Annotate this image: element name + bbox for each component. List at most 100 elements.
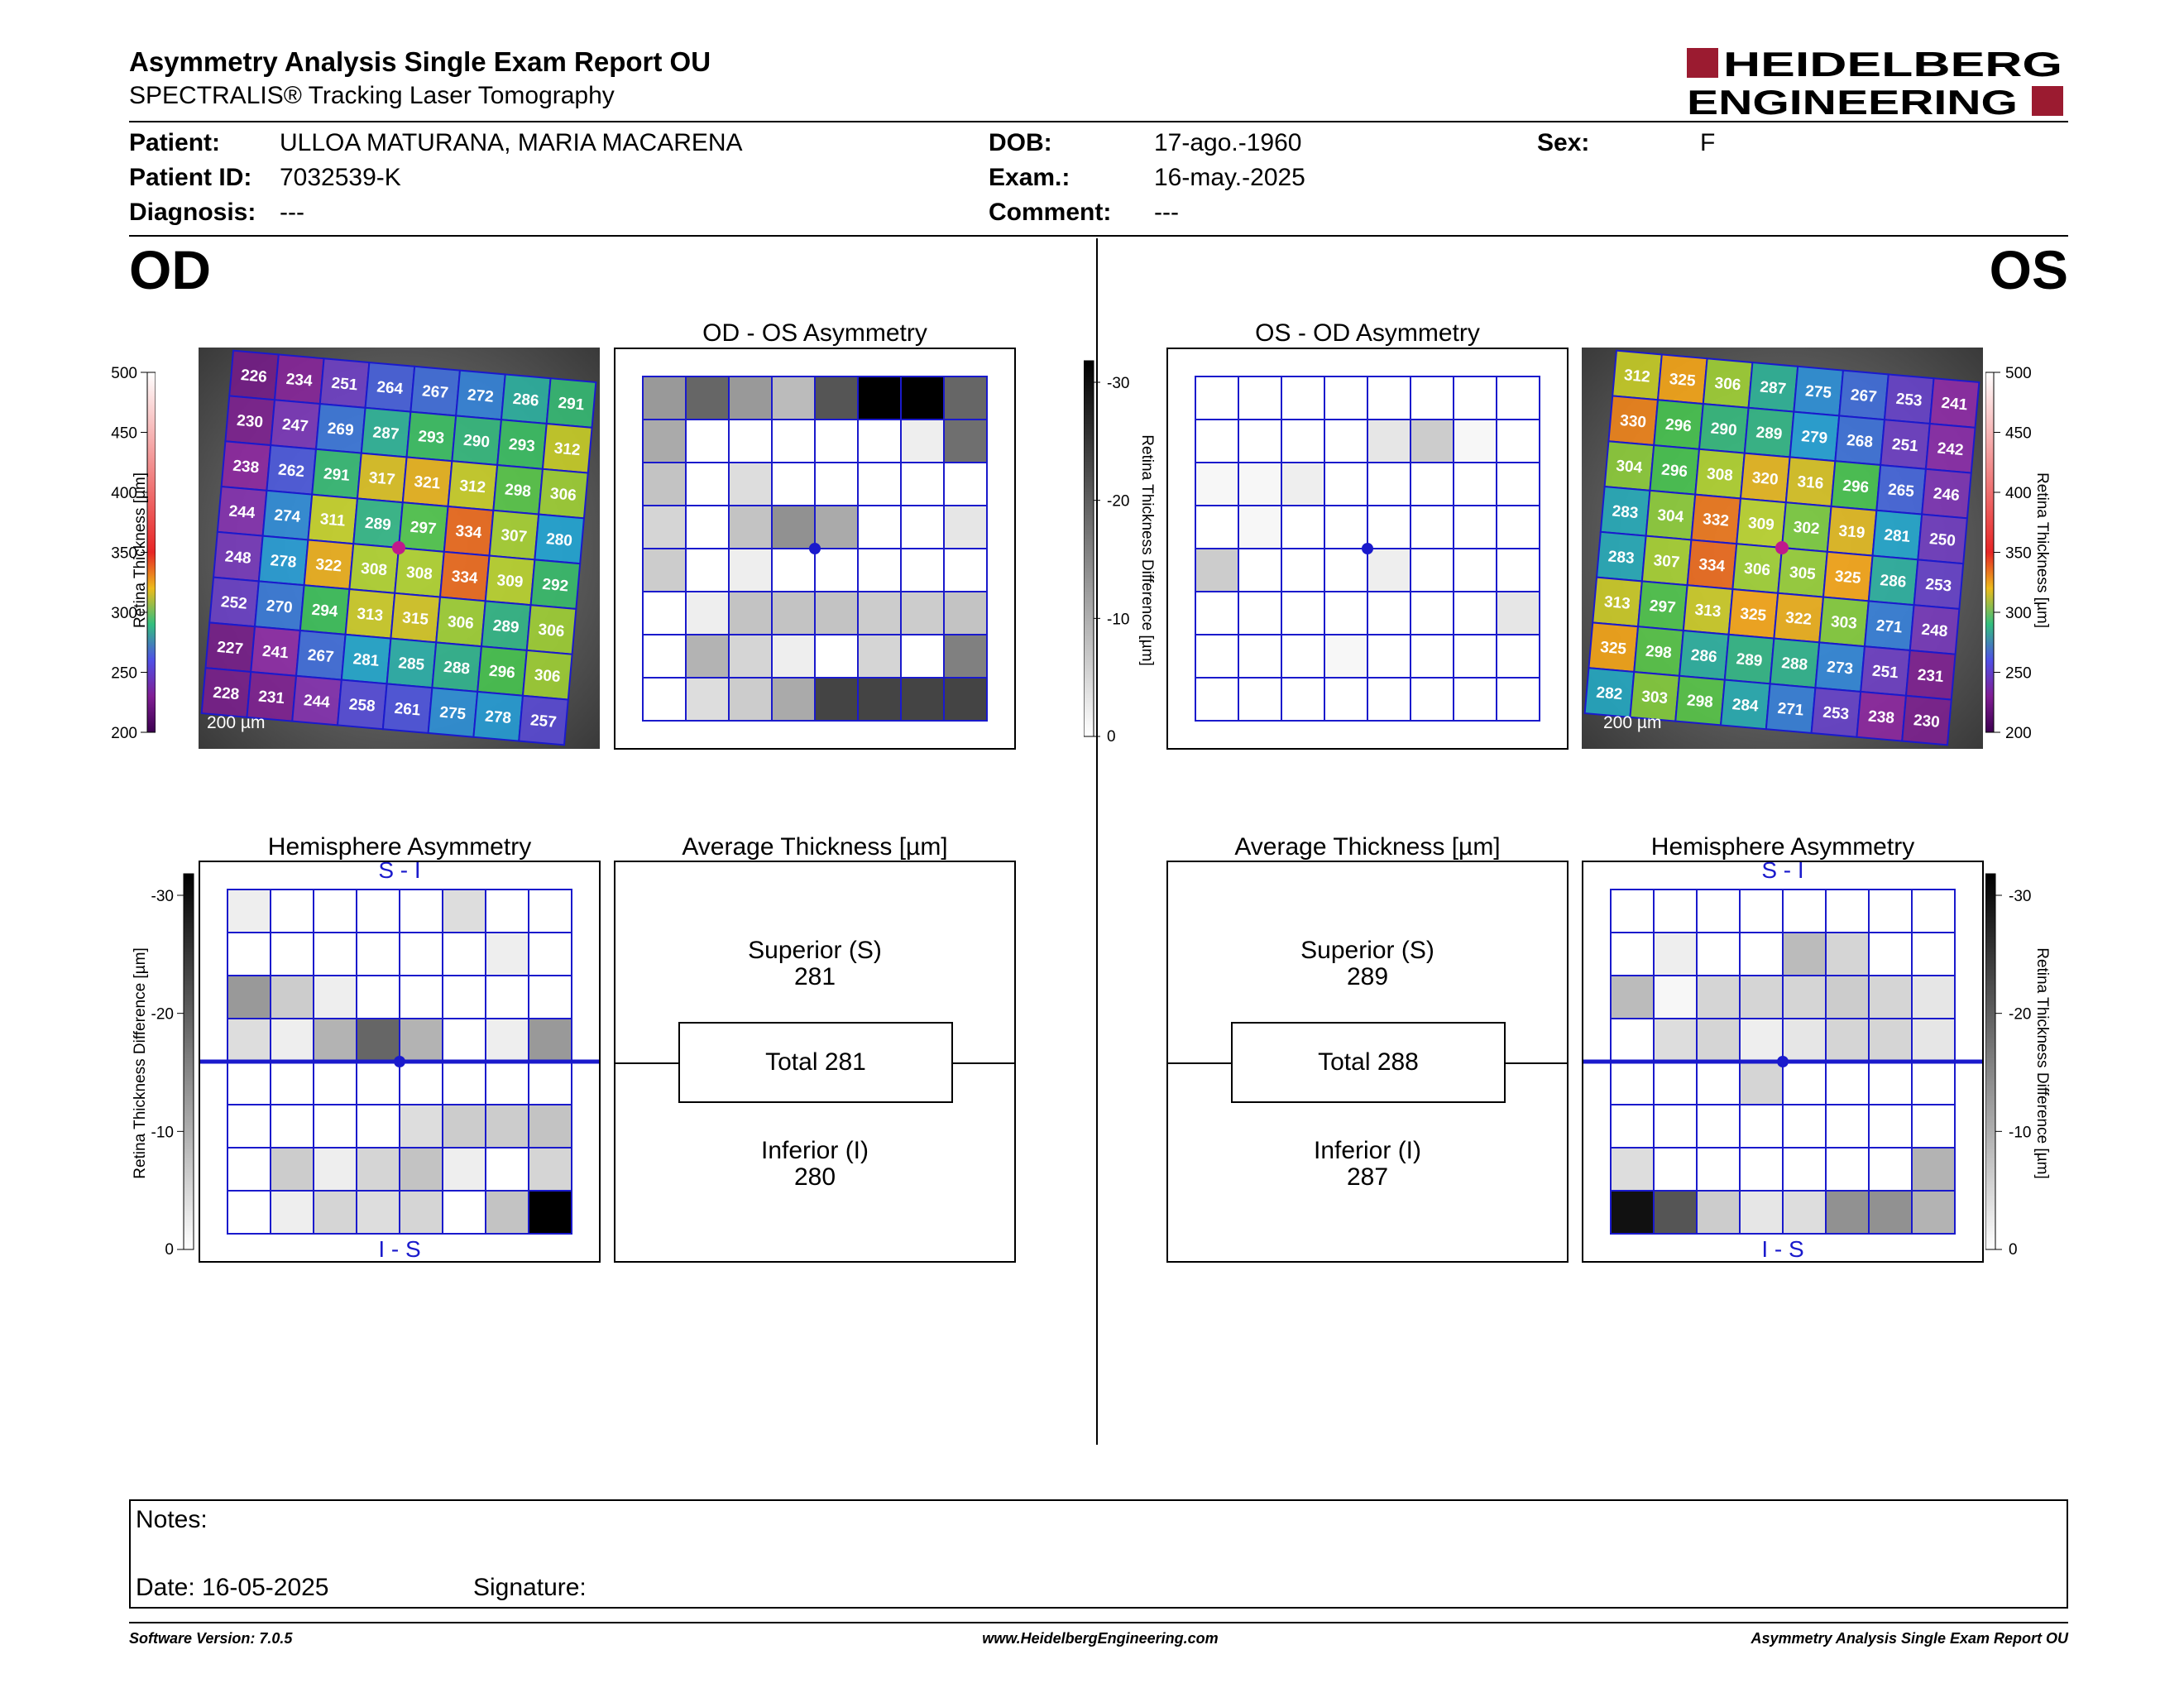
od-asym-cell — [728, 505, 773, 549]
os-thickness-cell-value: 283 — [1607, 548, 1635, 568]
od-thickness-cell-value: 309 — [496, 572, 524, 592]
od-thickness-cell-value: 252 — [220, 593, 247, 613]
od-asym-cell — [900, 376, 945, 420]
os-hemi-cell — [1825, 1147, 1870, 1192]
od-hemi-cell — [227, 889, 271, 933]
os-thickness-map: 312 325 306 287 275 267 253 241 330 296 290 289 279 2… — [1582, 348, 1983, 749]
od-asym-cell — [771, 591, 816, 635]
od-asym-cell — [900, 548, 945, 592]
od-thickness-cell-value: 278 — [270, 552, 297, 572]
os-asym-cell — [1453, 548, 1497, 592]
os-asym-cell — [1281, 419, 1325, 463]
od-thickness-cell-value: 293 — [508, 436, 535, 456]
center-diff-tick: -20 — [1107, 493, 1129, 511]
os-asym-cell — [1238, 548, 1282, 592]
os-asym-cell — [1195, 419, 1239, 463]
os-hemi-cell — [1825, 1190, 1870, 1235]
os-thickness-cell-value: 302 — [1793, 519, 1820, 539]
od-diff-axis: -30 -20 -10 0 — [132, 869, 199, 1259]
od-thickness-tick: 250 — [111, 665, 137, 683]
od-thickness-tick: 200 — [111, 725, 137, 742]
od-asym-cell — [814, 634, 859, 679]
os-hemi-cell — [1696, 1061, 1741, 1105]
os-hemi-cell — [1782, 1018, 1827, 1062]
os-thickness-cell-value: 313 — [1603, 593, 1631, 613]
os-asym-cell — [1195, 376, 1239, 420]
od-thickness-cell-value: 226 — [240, 367, 267, 386]
od-thickness-cell — [518, 694, 569, 746]
od-hemi-cell — [528, 932, 572, 976]
os-asym-cell — [1281, 677, 1325, 722]
os-asym-cell — [1367, 376, 1411, 420]
od-hemi-cell — [356, 932, 400, 976]
os-hemi-cell — [1653, 1104, 1698, 1149]
od-asym-cell — [900, 634, 945, 679]
od-hemi-cell — [442, 1018, 486, 1062]
os-hemi-cell — [1653, 889, 1698, 933]
od-hemi-cell — [528, 1190, 572, 1235]
os-hemi-cell — [1739, 1190, 1784, 1235]
od-hemi-cell — [528, 889, 572, 933]
os-hemi-cell — [1911, 932, 1956, 976]
os-asym-center-marker — [1362, 543, 1373, 554]
os-thickness-cell-value: 325 — [1834, 568, 1862, 587]
os-diff-tick: -10 — [2009, 1124, 2031, 1141]
od-avg-title: Average Thickness [µm] — [682, 833, 948, 861]
os-thickness-cell-value: 307 — [1653, 552, 1680, 572]
od-label: OD — [129, 239, 211, 300]
os-asym-cell — [1453, 419, 1497, 463]
od-hemi-cell — [485, 1018, 529, 1062]
od-hemi-cell — [442, 1104, 486, 1149]
od-thickness-tick: 350 — [111, 545, 137, 563]
od-asym-cell — [685, 548, 730, 592]
od-hemi-cell — [399, 1061, 443, 1105]
od-hemi-cell — [356, 1190, 400, 1235]
od-thickness-cell-value: 262 — [277, 461, 304, 481]
os-asym-cell — [1238, 677, 1282, 722]
footer-software: Software Version: 7.0.5 — [129, 1630, 293, 1647]
os-asym-cell — [1367, 677, 1411, 722]
od-thickness-axis: 500 450 400 350 300 250 200 — [98, 348, 156, 745]
od-asym-cell — [685, 505, 730, 549]
os-thickness-cell-value: 265 — [1887, 481, 1915, 501]
od-hemi-cell — [485, 1104, 529, 1149]
od-total-box: Total 281 — [678, 1022, 953, 1103]
os-thickness-cell-value: 284 — [1731, 696, 1760, 716]
os-thickness-cell-value: 320 — [1751, 469, 1779, 489]
od-thickness-cell-value: 247 — [281, 416, 309, 436]
os-asymmetry-title: OS - OD Asymmetry — [1255, 319, 1480, 347]
os-asym-cell — [1324, 548, 1368, 592]
os-thickness-cell-value: 271 — [1777, 700, 1805, 720]
od-hemi-cell — [485, 932, 529, 976]
od-thickness-cell-value: 290 — [462, 432, 490, 452]
od-thickness-cell-value: 227 — [216, 639, 243, 659]
report-title: Asymmetry Analysis Single Exam Report OU — [129, 46, 711, 77]
os-hemi-cell — [1868, 1147, 1913, 1192]
od-thickness-cell-value: 289 — [492, 617, 520, 637]
od-thickness-tick: 450 — [111, 425, 137, 443]
os-hemi-cell — [1825, 975, 1870, 1019]
od-asym-cell — [900, 591, 945, 635]
od-diff-tick: -10 — [151, 1124, 174, 1141]
os-asym-cell — [1195, 677, 1239, 722]
od-hemi-cell — [270, 889, 314, 933]
os-thickness-cell-value: 319 — [1838, 522, 1866, 542]
os-asym-cell — [1281, 548, 1325, 592]
os-asym-cell — [1324, 591, 1368, 635]
notes-box[interactable]: Notes: Date: 16-05-2025 Signature: — [129, 1499, 2068, 1609]
os-hemi-cell — [1868, 1018, 1913, 1062]
os-thickness-cell-value: 271 — [1875, 617, 1904, 637]
od-asym-cell — [857, 376, 902, 420]
od-thickness-cell-value: 272 — [467, 386, 494, 406]
od-hemi-title: Hemisphere Asymmetry — [267, 833, 532, 861]
os-thickness-cell-value: 248 — [1921, 621, 1948, 641]
os-thickness-cell-value: 290 — [1710, 420, 1737, 439]
od-thickness-cell-value: 334 — [455, 522, 483, 542]
os-thickness-cell-value: 283 — [1612, 502, 1639, 522]
od-thickness-cell-value: 269 — [327, 420, 354, 439]
footer-website[interactable]: www.HeidelbergEngineering.com — [982, 1630, 1219, 1647]
od-asym-cell — [900, 677, 945, 722]
os-hemi-cell — [1696, 1147, 1741, 1192]
report-subtitle: SPECTRALIS® Tracking Laser Tomography — [129, 82, 615, 109]
od-superior-label: Superior (S) — [748, 937, 882, 964]
